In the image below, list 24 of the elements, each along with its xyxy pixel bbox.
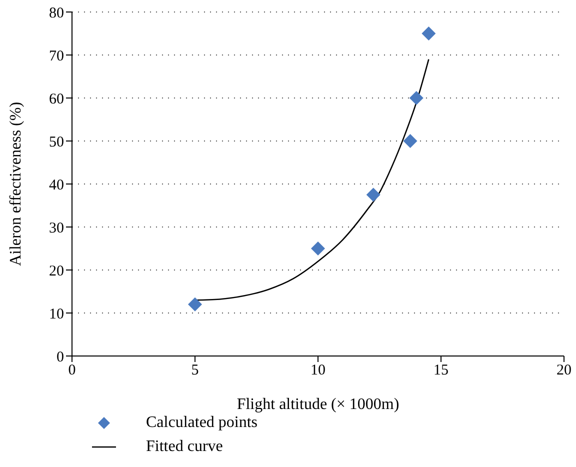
y-tick-label: 70 [49, 48, 64, 64]
y-tick-label: 40 [49, 177, 64, 194]
x-tick-label: 15 [434, 362, 448, 379]
y-tick-label: 30 [49, 220, 64, 236]
y-axis-title: Aileron effectiveness (%) [8, 102, 25, 266]
point [403, 134, 418, 148]
y-tick-label: 0 [56, 349, 64, 366]
point [188, 297, 202, 312]
x-tick-label: 10 [310, 362, 326, 379]
point [422, 26, 436, 40]
y-tick-label: 20 [49, 263, 64, 280]
y-tick-label: 50 [49, 134, 64, 150]
point [366, 188, 380, 202]
x-tick-label: 5 [191, 362, 199, 379]
y-tick-label: 10 [49, 306, 64, 322]
point [311, 242, 325, 256]
x-tick-label: 20 [556, 362, 572, 379]
point [409, 91, 424, 105]
y-tick-label: 60 [49, 91, 64, 108]
x-tick-label: 0 [68, 362, 76, 379]
y-tick-label: 80 [49, 5, 64, 22]
x-axis-title: Flight altitude (× 1000m) [236, 396, 400, 413]
legend-label: Fitted curve [146, 438, 223, 456]
legend-label: Calculated points [146, 414, 258, 432]
